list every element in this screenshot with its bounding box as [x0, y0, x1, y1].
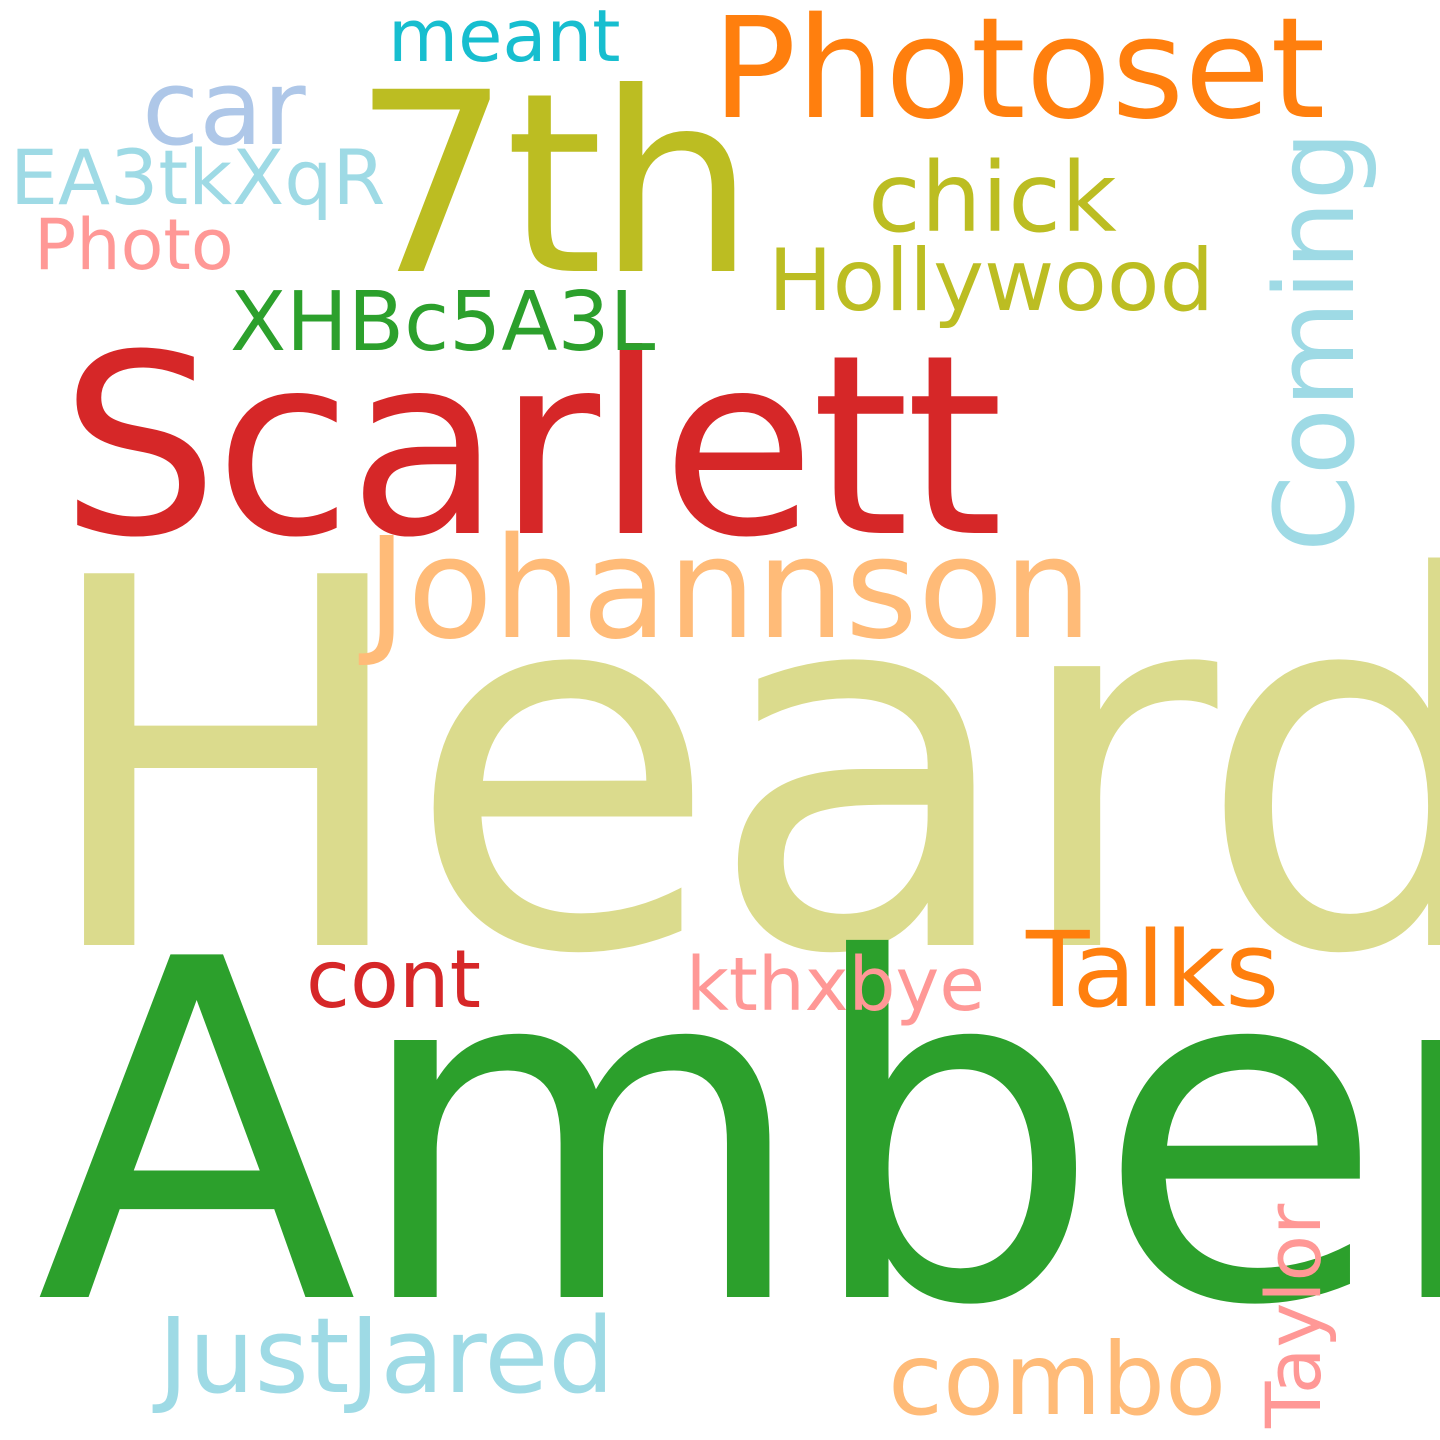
word-cont: cont: [306, 933, 481, 1026]
word-meant: meant: [388, 0, 621, 78]
word-ea3tkxqr: EA3tkXqR: [10, 133, 386, 222]
word-photoset: Photoset: [712, 0, 1326, 151]
word-photo: Photo: [34, 204, 234, 286]
word-heard: Heard: [34, 473, 1440, 1066]
word-amber: Amber: [36, 861, 1440, 1408]
word-talks: Talks: [1026, 909, 1280, 1031]
word-taylor: Taylor: [1249, 1203, 1338, 1428]
word-justjared: JustJared: [158, 1295, 615, 1417]
word-hollywood: Hollywood: [768, 231, 1215, 331]
word-coming: Coming: [1251, 130, 1379, 552]
word-scarlett: Scarlett: [60, 301, 1003, 592]
word-car: car: [142, 47, 306, 169]
word-johannson: Johannson: [366, 508, 1093, 671]
word-7th: 7th: [352, 39, 756, 330]
word-combo: combo: [888, 1321, 1227, 1438]
word-xhbc5a3l: XHBc5A3L: [230, 275, 656, 370]
word-chick: chick: [868, 142, 1117, 254]
word-kthxbye: kthxbye: [686, 942, 985, 1028]
